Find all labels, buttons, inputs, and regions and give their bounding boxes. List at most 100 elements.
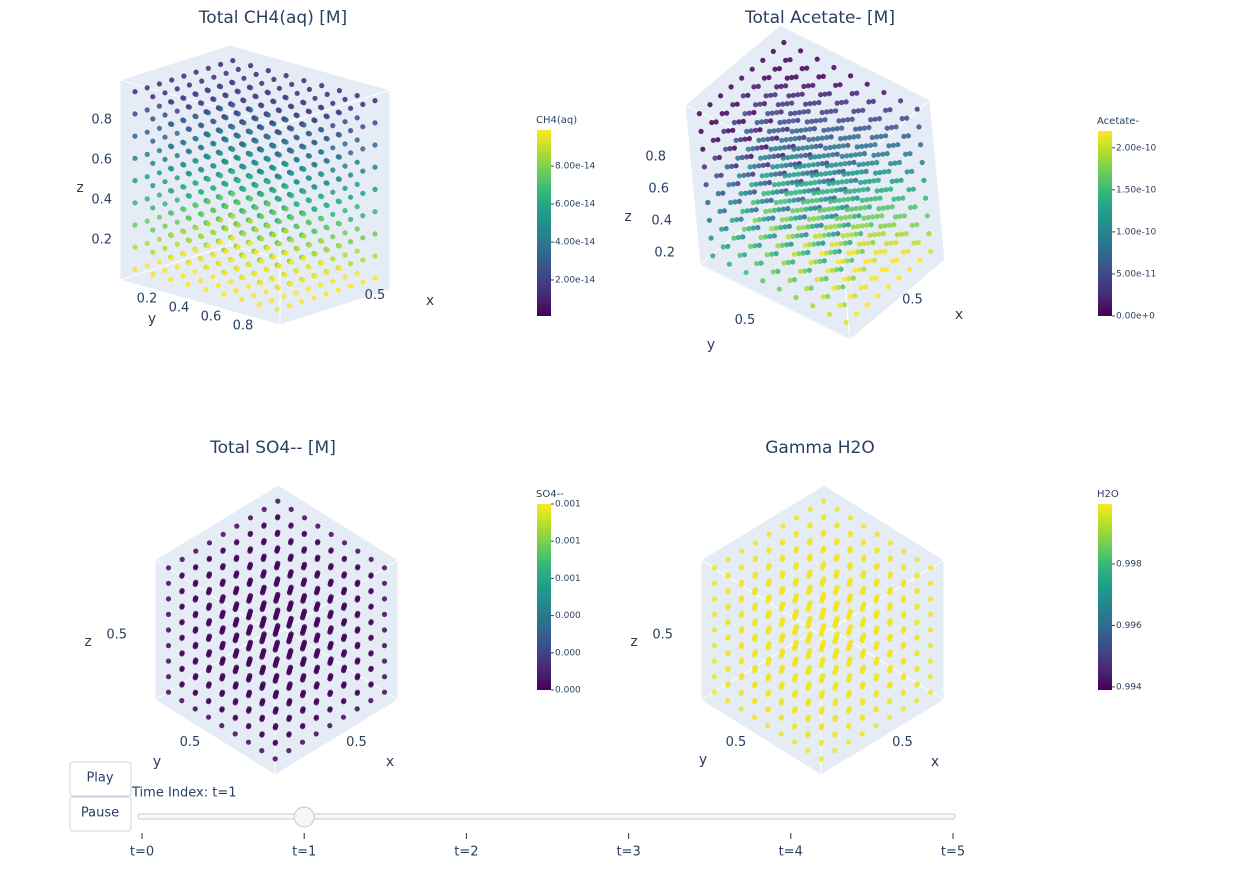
scatter-point — [894, 257, 900, 263]
scatter-point — [788, 241, 794, 247]
scatter-point — [884, 241, 890, 247]
scatter-point — [815, 241, 821, 247]
z-tick-label: 0.8 — [645, 150, 666, 165]
scatter-point — [765, 111, 771, 117]
scatter-point — [854, 90, 860, 96]
scatter-point — [828, 198, 834, 204]
scatter-point — [803, 127, 809, 133]
scatter-point — [850, 275, 856, 281]
scatter-point — [132, 89, 138, 95]
scatter-point — [747, 189, 753, 196]
scatter-point — [193, 69, 199, 75]
button[interactable]: Pause — [69, 796, 132, 832]
scatter-point — [849, 232, 855, 238]
scatter-point — [759, 119, 765, 125]
scatter-point — [348, 261, 354, 267]
scatter-point — [223, 159, 229, 165]
scatter-point — [211, 208, 217, 214]
slider-step-label[interactable]: t=5 — [941, 845, 965, 860]
slider-handle[interactable] — [293, 806, 315, 828]
scatter-point — [818, 117, 824, 123]
scatter-point — [862, 179, 868, 185]
button[interactable]: Play — [69, 761, 132, 797]
scatter-point — [372, 142, 378, 148]
scatter-point — [797, 163, 803, 169]
slider-step-label[interactable]: t=0 — [130, 845, 154, 860]
scatter-point — [150, 138, 156, 144]
scatter-point — [749, 207, 755, 213]
slider-step-label[interactable]: t=3 — [616, 845, 640, 860]
scatter-point — [768, 197, 774, 203]
scatter-point — [259, 103, 265, 109]
colorbar-tick-label: 0.000 — [555, 686, 581, 696]
scatter-point — [786, 172, 793, 178]
scatter-point — [750, 146, 756, 152]
scatter-point — [832, 731, 838, 737]
scatter-point — [834, 648, 840, 654]
scatter-point — [811, 216, 817, 222]
scatter-point — [736, 119, 742, 125]
scatter-point — [849, 91, 855, 97]
scatter-point — [777, 171, 783, 177]
slider-step-label[interactable]: t=2 — [454, 845, 478, 860]
scatter-point — [816, 99, 822, 106]
scatter-point — [807, 569, 813, 575]
scatter-point — [841, 276, 848, 282]
button-label[interactable]: Pause — [81, 806, 119, 821]
scatter-point — [261, 631, 267, 637]
scatter-point — [336, 243, 342, 249]
scatter-point — [156, 236, 162, 242]
scatter-point — [336, 265, 342, 271]
scatter-point — [805, 249, 811, 256]
scatter-point — [889, 178, 895, 184]
scatter-point — [874, 640, 880, 646]
y-axis-title: y — [153, 754, 161, 770]
scatter-point — [821, 545, 827, 551]
scatter-point — [763, 208, 769, 214]
scatter-point — [727, 146, 733, 152]
scatter-point — [834, 631, 840, 637]
scatter-point — [259, 236, 265, 242]
button-box[interactable] — [69, 761, 132, 797]
scatter-point — [360, 190, 366, 196]
scatter-point — [165, 674, 172, 680]
scatter-point — [868, 142, 874, 148]
scatter-point — [806, 664, 813, 670]
scatter-point — [790, 208, 796, 214]
scatter-point — [232, 731, 238, 737]
scatter-point — [274, 639, 281, 645]
colorbar-tick-label: 0.000 — [555, 648, 581, 658]
scatter-point — [821, 591, 827, 598]
scatter-point — [150, 160, 156, 166]
scatter-point — [824, 163, 830, 169]
slider-step-label[interactable]: t=4 — [779, 845, 803, 860]
scatter-point — [283, 228, 289, 234]
scatter-point — [324, 158, 330, 164]
scatter-point — [327, 723, 333, 729]
scatter-point — [924, 213, 930, 219]
scatter-point — [801, 134, 807, 141]
scatter-point — [156, 125, 162, 131]
scatter-point — [264, 267, 270, 273]
button-label[interactable]: Play — [86, 771, 113, 786]
scatter-point — [783, 83, 789, 89]
scatter-point — [271, 99, 277, 105]
scatter-point — [790, 118, 796, 124]
scatter-point — [879, 213, 885, 219]
scatter-point — [354, 226, 360, 232]
scatter-point — [725, 619, 731, 625]
scatter-point — [906, 266, 913, 272]
scatter-point — [355, 595, 361, 601]
scatter-point — [174, 241, 180, 247]
button-box[interactable] — [69, 796, 132, 832]
slider-step-label[interactable]: t=1 — [292, 845, 316, 860]
scatter-point — [230, 58, 236, 64]
scatter-point — [738, 706, 744, 712]
scatter-point — [793, 577, 800, 583]
scatter-point — [327, 689, 334, 695]
scatter-point — [852, 267, 858, 273]
scatter-point — [861, 601, 867, 607]
scatter-point — [206, 618, 213, 624]
scatter-point — [819, 723, 825, 729]
scatter-point — [174, 130, 180, 136]
